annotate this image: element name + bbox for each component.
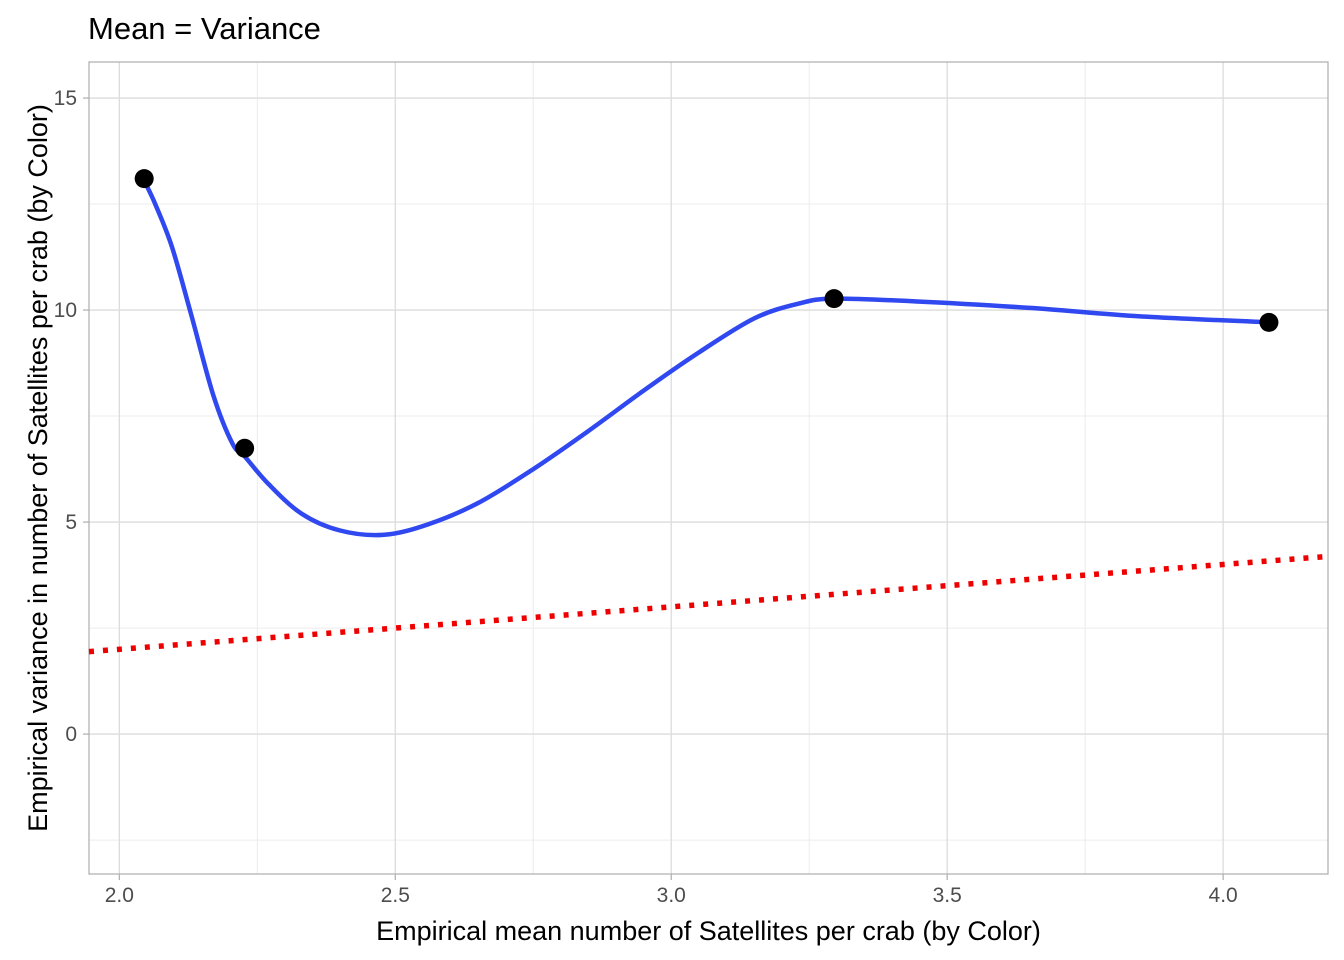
y-tick-label: 10 bbox=[54, 299, 77, 322]
chart-title: Mean = Variance bbox=[88, 11, 321, 46]
smooth-curve-layer bbox=[141, 178, 1272, 538]
data-point bbox=[824, 289, 844, 309]
data-point bbox=[134, 169, 154, 189]
y-tick-label: 0 bbox=[65, 723, 77, 746]
x-axis-label: Empirical mean number of Satellites per … bbox=[376, 916, 1041, 946]
grid-minor bbox=[89, 62, 1328, 874]
grid-major bbox=[89, 62, 1328, 874]
data-point bbox=[235, 438, 255, 458]
reference-line-mean-equals-variance bbox=[88, 553, 1329, 655]
y-tick-label: 15 bbox=[54, 87, 77, 110]
y-axis-label: Empirical variance in number of Satellit… bbox=[23, 104, 53, 832]
x-tick-label: 4.0 bbox=[1209, 884, 1238, 907]
y-tick-label: 5 bbox=[65, 511, 77, 534]
plot-panel-border bbox=[88, 61, 1329, 875]
x-tick-label: 2.5 bbox=[381, 884, 410, 907]
x-tick-label: 2.0 bbox=[105, 884, 134, 907]
y-axis-ticks: 0 5 10 15 bbox=[54, 87, 89, 746]
x-axis-ticks: 2.0 2.5 3.0 3.5 4.0 bbox=[105, 874, 1238, 907]
smooth-curve bbox=[141, 178, 1272, 538]
x-tick-label: 3.0 bbox=[657, 884, 686, 907]
x-tick-label: 3.5 bbox=[933, 884, 962, 907]
points-layer bbox=[134, 169, 1279, 458]
reference-line-layer bbox=[88, 553, 1329, 655]
data-point bbox=[1259, 312, 1279, 332]
